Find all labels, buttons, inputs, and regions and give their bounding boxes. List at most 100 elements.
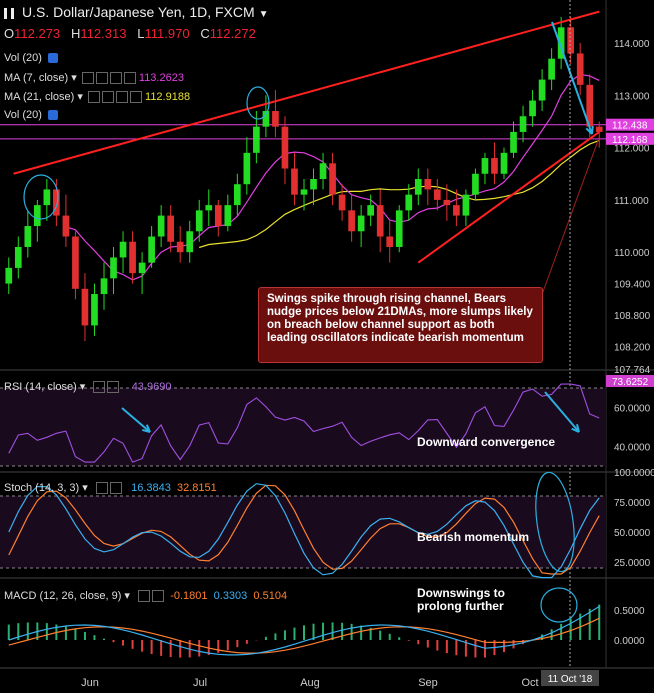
candle-body xyxy=(310,178,317,190)
macd-histogram-bar xyxy=(217,640,220,653)
candle-body xyxy=(253,126,260,153)
candle-body xyxy=(500,152,508,174)
macd-histogram-bar xyxy=(64,626,67,640)
macd-histogram-bar xyxy=(245,640,248,644)
macd-histogram-bar xyxy=(45,623,48,640)
candle-body xyxy=(91,294,98,326)
candle-body xyxy=(138,262,146,274)
candle-body xyxy=(319,163,327,179)
more-icon[interactable] xyxy=(109,72,122,85)
candle-body xyxy=(43,189,51,206)
candle-body xyxy=(24,226,32,247)
settings-icon[interactable] xyxy=(95,72,108,85)
macd-histogram-bar xyxy=(293,627,296,640)
macd-histogram-bar xyxy=(17,623,20,640)
rsi-tick-label: 60.0000 xyxy=(614,404,651,415)
candle-body xyxy=(529,100,536,117)
macd-histogram-bar xyxy=(560,623,563,640)
candle-body xyxy=(14,246,22,268)
macd-legend[interactable]: MACD (12, 26, close, 9) ▾ -0.1801 0.3303… xyxy=(4,590,288,603)
stoch-annotation: Bearish momentum xyxy=(417,530,530,544)
macd-histogram-bar xyxy=(179,640,182,658)
candle-body xyxy=(395,210,403,247)
candle-body xyxy=(519,116,527,132)
rsi-annotation: Downward convergence xyxy=(417,435,556,449)
candle-body xyxy=(205,205,213,211)
rsi-legend[interactable]: RSI (14, close) ▾ 43.9690 xyxy=(4,381,172,394)
price-label-box xyxy=(606,118,654,131)
x-axis-label: Jun xyxy=(81,677,99,689)
price-tick-label: 110.000 xyxy=(614,248,650,259)
vol-indicator-1[interactable]: Vol (20) xyxy=(4,52,58,64)
candle-body xyxy=(367,205,374,216)
more-icon[interactable] xyxy=(115,91,128,104)
stoch-highlight-ellipse xyxy=(535,471,575,573)
candle-body xyxy=(414,178,422,195)
macd-histogram-bar xyxy=(312,623,315,640)
trendline xyxy=(13,10,600,175)
macd-histogram-bar xyxy=(436,640,439,651)
stoch-legend[interactable]: Stoch (14, 3, 3) ▾ 16.3843 32.8151 xyxy=(4,482,217,495)
macd-histogram-bar xyxy=(93,635,96,640)
vol-indicator-2[interactable]: Vol (20) xyxy=(4,109,58,121)
x-axis-label: Aug xyxy=(300,677,320,689)
macd-histogram-bar xyxy=(236,640,239,648)
eye-icon[interactable] xyxy=(47,53,58,64)
close-icon[interactable] xyxy=(129,91,142,104)
chart-header[interactable]: U.S. Dollar/Japanese Yen, 1D, FXCM ▼ xyxy=(4,4,269,20)
settings-icon[interactable] xyxy=(95,482,108,495)
candle-body xyxy=(357,215,365,232)
settings-icon[interactable] xyxy=(93,381,106,394)
candle-body xyxy=(510,131,517,153)
macd-histogram-bar xyxy=(388,633,391,640)
macd-histogram-bar xyxy=(322,622,325,640)
candle-body xyxy=(34,205,41,227)
macd-histogram-bar xyxy=(141,640,144,652)
eye-icon[interactable] xyxy=(47,110,58,121)
macd-histogram-bar xyxy=(264,636,267,640)
candle-body xyxy=(481,158,489,174)
rsi-label-box xyxy=(606,374,654,387)
chevron-down-icon[interactable]: ▼ xyxy=(258,9,269,20)
close-icon[interactable] xyxy=(152,590,165,603)
close-icon[interactable] xyxy=(123,72,136,85)
candle-body xyxy=(376,205,384,237)
macd-annotation: Downswings to prolong further xyxy=(417,586,505,613)
price-label-box xyxy=(606,132,654,145)
settings-icon[interactable] xyxy=(101,91,114,104)
macd-histogram-bar xyxy=(369,627,372,640)
macd-histogram-bar xyxy=(103,638,105,640)
close-icon[interactable] xyxy=(107,381,120,394)
x-axis-label: Oct xyxy=(521,677,538,689)
ma7-indicator[interactable]: MA (7, close) ▾ 113.2623 xyxy=(4,72,184,85)
macd-histogram-bar xyxy=(331,622,334,640)
macd-histogram-bar xyxy=(398,637,401,640)
price-tick-label: 113.000 xyxy=(614,91,650,102)
symbol-title: U.S. Dollar/Japanese Yen, 1D, FXCM xyxy=(22,4,255,20)
candle-body xyxy=(443,199,451,206)
ma21-indicator[interactable]: MA (21, close) ▾ 112.9188 xyxy=(4,91,191,104)
rsi-arrow-2-head xyxy=(571,424,580,433)
macd-histogram-bar xyxy=(226,640,229,651)
candle-body xyxy=(5,267,13,284)
macd-histogram-bar xyxy=(407,640,410,641)
macd-histogram-bar xyxy=(417,640,420,645)
candle-body xyxy=(538,79,546,101)
candle-body xyxy=(329,163,336,195)
rsi-tick-label: 40.0000 xyxy=(614,443,651,454)
macd-histogram-bar xyxy=(588,608,591,640)
highlight-ellipse xyxy=(23,174,59,220)
visibility-icon[interactable] xyxy=(87,91,100,104)
close-icon[interactable] xyxy=(109,482,122,495)
visibility-icon[interactable] xyxy=(81,72,94,85)
macd-histogram-bar xyxy=(341,622,344,640)
macd-histogram-bar xyxy=(350,623,353,640)
candle-body xyxy=(176,241,184,253)
main-annotation: Swings spike through rising channel, Bea… xyxy=(258,287,543,363)
settings-icon[interactable] xyxy=(138,590,151,603)
macd-histogram-bar xyxy=(445,640,448,654)
candle-body xyxy=(348,210,355,232)
macd-histogram-bar xyxy=(474,640,477,658)
candle-body xyxy=(272,110,279,127)
